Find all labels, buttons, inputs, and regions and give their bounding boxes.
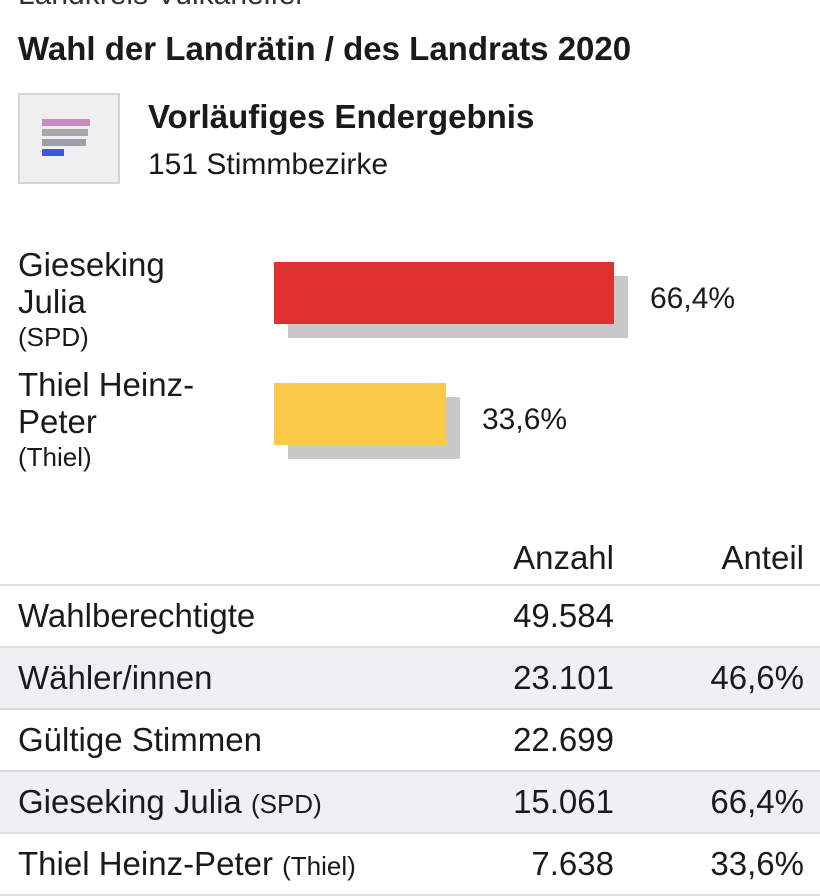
row-share: 33,6% [614,833,820,896]
candidate-party: (SPD) [18,322,89,352]
row-share: 46,6% [614,647,820,710]
bar-thiel[interactable] [274,383,446,445]
candidate-name: Gieseking [18,246,165,283]
row-count: 23.101 [458,647,614,710]
table-row: Wahlberechtigte 49.584 [0,585,820,648]
bar-chart-icon[interactable] [18,93,120,184]
row-share [614,585,820,648]
table-header-row: Anzahl Anteil [0,532,820,586]
candidate-name: Peter [18,403,97,440]
bar-value-label: 66,4% [650,282,736,315]
table-row: Thiel Heinz-Peter (Thiel) 7.638 33,6% [0,833,820,896]
result-status: Vorläufiges Endergebnis [148,98,535,135]
region-heading: Landkreis Vulkaneifel [18,0,302,12]
results-table: Anzahl Anteil Wahlberechtigte 49.584 Wäh… [0,532,820,896]
bar-value-label: 33,6% [482,403,568,436]
row-label: Wähler/innen [0,647,458,710]
row-count: 15.061 [458,771,614,834]
row-count: 7.638 [458,833,614,896]
row-label: Gieseking Julia (SPD) [0,771,458,834]
header-share: Anteil [614,532,820,586]
candidate-name: Thiel Heinz- [18,366,195,403]
district-count: 151 Stimmbezirke [148,148,389,181]
table-row: Gieseking Julia (SPD) 15.061 66,4% [0,771,820,834]
row-party: (Thiel) [282,851,356,881]
header-count: Anzahl [458,532,614,586]
row-label: Wahlberechtigte [0,585,458,648]
table-row: Gültige Stimmen 22.699 [0,709,820,772]
row-label: Gültige Stimmen [0,709,458,772]
row-label: Thiel Heinz-Peter (Thiel) [0,833,458,896]
row-count: 22.699 [458,709,614,772]
candidate-name: Julia [18,283,86,320]
header-label [0,532,458,586]
page-title: Wahl der Landrätin / des Landrats 2020 [18,30,632,67]
candidate-party: (Thiel) [18,442,92,472]
bar-gieseking[interactable] [274,262,614,324]
table-row: Wähler/innen 23.101 46,6% [0,647,820,710]
row-count: 49.584 [458,585,614,648]
row-party: (SPD) [250,789,322,819]
row-share: 66,4% [614,771,820,834]
row-share [614,709,820,772]
